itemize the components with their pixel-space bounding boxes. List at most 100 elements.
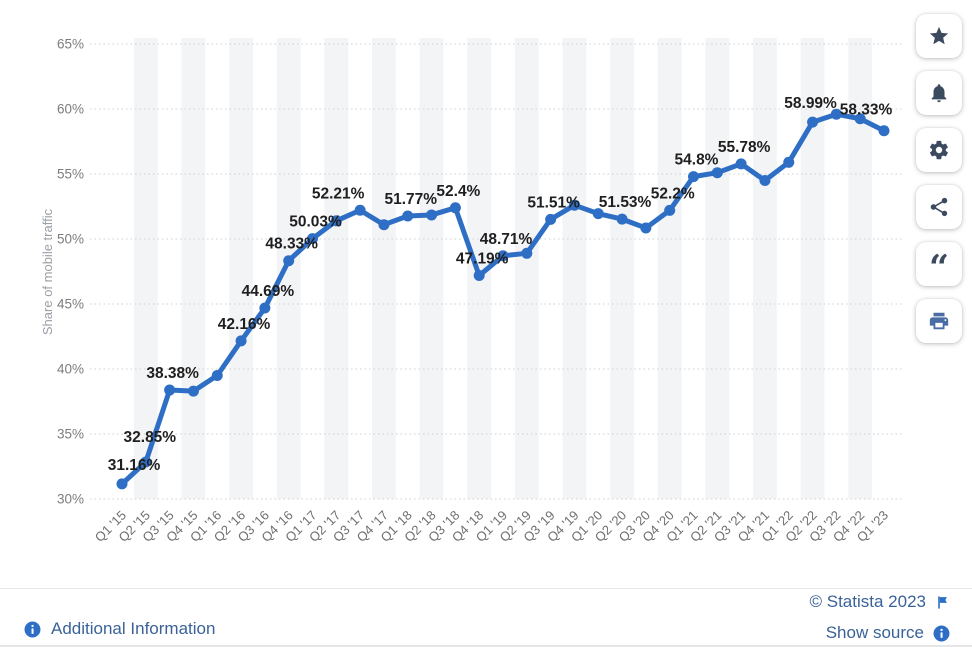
data-point-marker: [354, 204, 366, 216]
info-icon: [933, 625, 950, 641]
data-point-label: 38.38%: [146, 365, 199, 382]
data-point-label: 51.51%: [527, 194, 580, 211]
y-tick-label: 55%: [57, 167, 84, 182]
data-point-label: 31.16%: [108, 457, 161, 474]
data-point-marker: [378, 219, 390, 231]
quote-icon: “: [929, 253, 949, 275]
data-point-label: 55.78%: [718, 139, 771, 156]
column-band: [419, 38, 444, 499]
data-point-marker: [783, 156, 795, 168]
data-point-marker: [211, 370, 223, 381]
y-tick-label: 35%: [57, 427, 84, 442]
data-point-marker: [235, 335, 247, 347]
data-point-label: 52.21%: [312, 185, 365, 202]
column-band: [657, 38, 682, 499]
data-point-label: 51.53%: [599, 194, 652, 211]
data-point-label: 52.4%: [436, 183, 480, 200]
data-point-marker: [545, 213, 557, 225]
additional-information-label: Additional Information: [51, 619, 216, 638]
data-point-marker: [187, 385, 199, 397]
data-point-marker: [592, 208, 604, 220]
copyright-label: © Statista 2023: [809, 592, 927, 611]
column-band: [181, 38, 206, 499]
data-point-marker: [497, 250, 509, 262]
data-point-marker: [664, 204, 676, 216]
data-point-marker: [568, 199, 580, 211]
data-point-marker: [711, 167, 723, 179]
y-tick-label: 30%: [57, 492, 84, 507]
show-source-label: Show source: [825, 623, 924, 642]
data-point-label: 44.69%: [242, 283, 295, 300]
statista-copyright-link[interactable]: © Statista 2023: [810, 592, 951, 612]
column-band: [514, 38, 539, 499]
data-point-marker: [140, 456, 152, 468]
data-point-marker: [473, 270, 485, 282]
share-button[interactable]: [916, 185, 962, 229]
column-band: [229, 38, 253, 499]
data-point-marker: [616, 213, 628, 225]
data-point-label: 51.77%: [384, 191, 437, 208]
printer-icon: [929, 312, 949, 330]
data-point-marker: [688, 171, 699, 183]
data-point-marker: [759, 175, 771, 186]
column-band: [372, 38, 396, 499]
y-tick-label: 65%: [57, 37, 84, 52]
gear-icon: [929, 140, 948, 160]
column-band: [562, 38, 587, 499]
data-point-marker: [259, 302, 271, 314]
data-point-marker: [735, 158, 747, 170]
info-icon: [24, 621, 41, 637]
page-edge: [0, 645, 972, 647]
data-point-label: 52.2%: [651, 185, 695, 202]
data-point-marker: [854, 113, 866, 125]
chart: 30% 35% 40% 45% 50% 55% 60% 65% Share of mobile …: [40, 37, 902, 545]
settings-button[interactable]: [916, 128, 962, 172]
star-icon: [929, 26, 949, 45]
favorite-button[interactable]: [916, 14, 962, 58]
data-point-label: 50.03%: [289, 214, 342, 231]
line-chart-svg: 30% 35% 40% 45% 50% 55% 60% 65% Share of mobile …: [40, 37, 902, 545]
data-point-label: 48.33%: [265, 236, 318, 253]
footer-divider: [0, 588, 972, 589]
column-band: [800, 38, 825, 499]
data-point-marker: [521, 247, 533, 259]
notifications-button[interactable]: [916, 71, 962, 115]
y-tick-label: 45%: [57, 297, 84, 312]
data-point-marker: [116, 478, 128, 490]
y-tick-label: 60%: [57, 102, 84, 117]
data-point-label: 54.8%: [675, 152, 719, 169]
data-point-label: 47.19%: [456, 251, 509, 268]
additional-information-link[interactable]: Additional Information: [24, 619, 215, 639]
y-tick-label: 40%: [57, 362, 84, 377]
y-tick-label: 50%: [57, 232, 84, 247]
data-point-marker: [830, 108, 842, 120]
bell-icon: [931, 84, 947, 103]
share-icon: [930, 197, 948, 217]
data-point-marker: [807, 116, 819, 128]
data-point-label: 48.71%: [480, 231, 533, 248]
data-point-marker: [164, 384, 176, 396]
print-button[interactable]: [916, 299, 962, 343]
data-point-marker: [307, 233, 318, 245]
column-band: [276, 38, 301, 499]
column-band: [753, 38, 777, 499]
data-point-marker: [283, 255, 295, 267]
data-point-label: 58.33%: [840, 102, 893, 119]
svg-text:“: “: [929, 253, 949, 275]
data-point-marker: [402, 210, 414, 222]
column-band: [705, 38, 730, 499]
column-band: [610, 38, 634, 499]
show-source-link[interactable]: Show source: [826, 623, 950, 643]
data-point-marker: [878, 125, 890, 137]
column-band: [848, 38, 873, 499]
flag-icon: [938, 595, 947, 609]
y-axis-title: Share of mobile traffic: [40, 208, 55, 335]
data-point-label: 58.99%: [784, 95, 837, 112]
data-point-label: 32.85%: [124, 429, 177, 446]
cite-button[interactable]: “: [916, 242, 962, 286]
data-point-marker: [449, 202, 461, 214]
column-band: [324, 38, 349, 499]
column-band: [133, 38, 158, 499]
data-point-marker: [330, 215, 342, 227]
